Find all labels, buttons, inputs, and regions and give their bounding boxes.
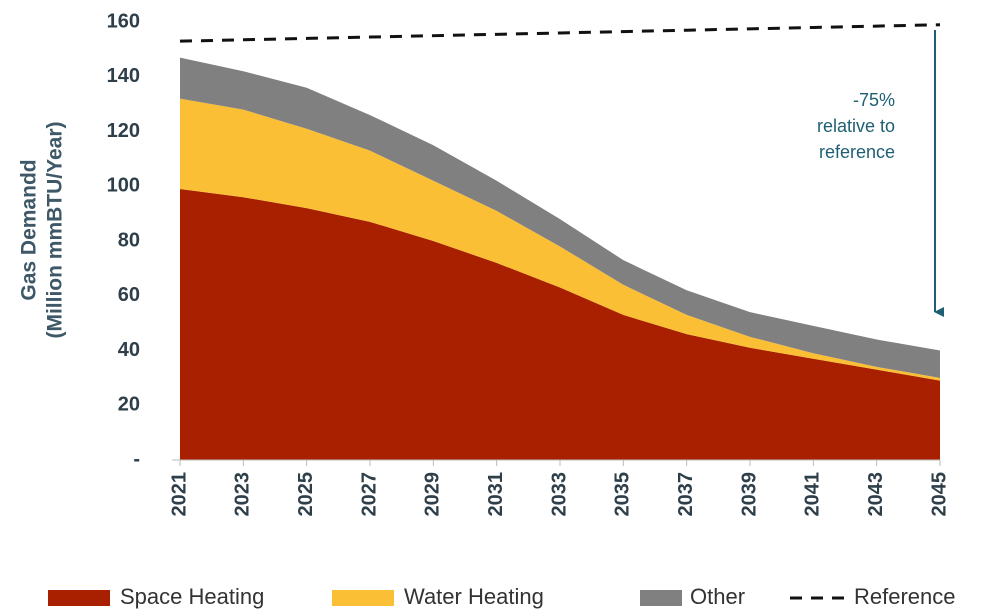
y-tick-label: 40 — [118, 339, 140, 361]
x-tick-label: 2043 — [865, 472, 887, 517]
x-tick-label: 2031 — [485, 472, 507, 517]
x-tick-label: 2027 — [358, 472, 380, 517]
x-tick-label-group: 2027 — [358, 472, 380, 517]
area — [180, 57, 940, 378]
legend-label: Reference — [854, 584, 956, 609]
y-tick-label: 100 — [107, 175, 140, 197]
annotation: relative to — [817, 116, 895, 136]
legend-swatch — [640, 590, 682, 606]
legend-label: Other — [690, 584, 745, 609]
legend-label: Space Heating — [120, 584, 264, 609]
x-tick-label-group: 2045 — [928, 472, 950, 517]
x-tick-label: 2039 — [738, 472, 760, 517]
x-tick-label: 2023 — [232, 472, 254, 517]
legend-label: Water Heating — [404, 584, 544, 609]
x-tick-label-group: 2043 — [865, 472, 887, 517]
y-axis-title: Gas Demandd (Million mmBTU/Year) — [18, 121, 67, 338]
x-tick-label: 2025 — [295, 472, 317, 517]
y-tick-label: 160 — [107, 10, 140, 32]
x-tick-label: 2035 — [612, 472, 634, 517]
x-tick-label-group: 2041 — [802, 472, 824, 517]
area — [180, 98, 940, 381]
x-tick-label: 2041 — [802, 472, 824, 517]
reference-line — [179, 23, 941, 43]
x-tick-label-group: 2035 — [612, 472, 634, 517]
x-tick-label-group: 2025 — [295, 472, 317, 517]
x-tick-label-group: 2023 — [232, 472, 254, 517]
x-tick-label-group: 2033 — [548, 472, 570, 517]
y-tick-label: 80 — [118, 229, 140, 251]
y-tick-label: 140 — [107, 65, 140, 87]
annotation: reference — [819, 142, 895, 162]
y-tick-label: 60 — [118, 284, 140, 306]
x-tick-label: 2029 — [422, 472, 444, 517]
x-tick-label: 2021 — [168, 472, 190, 517]
x-tick-label: 2045 — [928, 472, 950, 517]
x-tick-label: 2037 — [675, 472, 697, 517]
legend-swatch — [332, 590, 394, 606]
x-tick-label-group: 2031 — [485, 472, 507, 517]
x-tick-label-group: 2039 — [738, 472, 760, 517]
y-tick-label: 20 — [118, 394, 140, 416]
x-tick-label: 2033 — [548, 472, 570, 517]
x-tick-label-group: 2021 — [168, 472, 190, 517]
area — [180, 188, 940, 461]
annotation: -75% — [853, 90, 895, 110]
y-tick-label: 120 — [107, 120, 140, 142]
x-tick-label-group: 2029 — [422, 472, 444, 517]
x-tick-label-group: 2037 — [675, 472, 697, 517]
y-axis-title-line: Gas Demandd — [18, 159, 41, 300]
legend-swatch — [48, 590, 110, 606]
y-axis-title-line: (Million mmBTU/Year) — [44, 121, 67, 338]
y-tick-label: - — [133, 448, 140, 470]
